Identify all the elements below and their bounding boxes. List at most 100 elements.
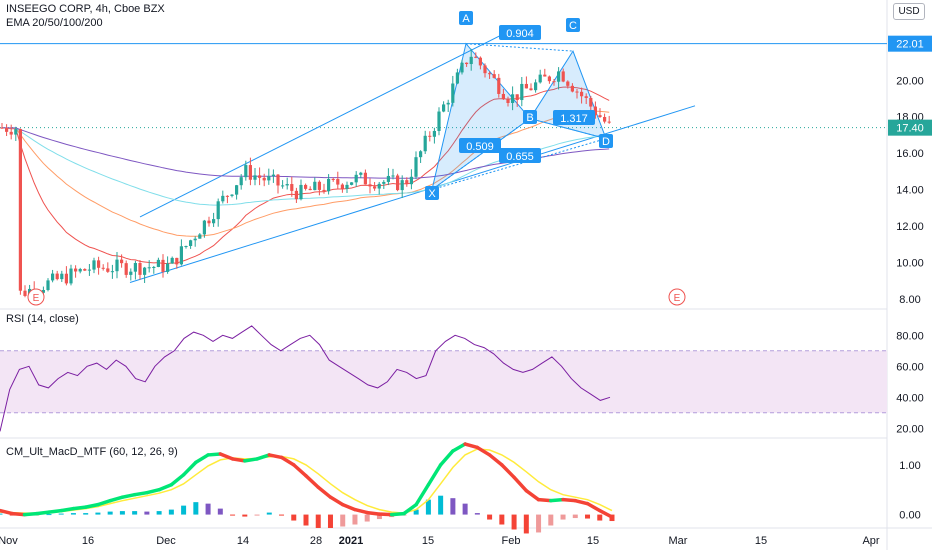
price-tick-label: 10.00 (896, 257, 924, 269)
candle-body (226, 196, 229, 197)
candle-body (129, 272, 132, 275)
macd-histogram-bar (585, 515, 590, 519)
macd-line-segment (122, 495, 134, 497)
candle-body (212, 219, 215, 223)
macd-histogram-bar (71, 513, 76, 514)
candle-body (447, 103, 450, 105)
candle-body (419, 151, 422, 157)
time-tick-label: 14 (237, 535, 249, 547)
macd-histogram-bar (536, 515, 541, 533)
pattern-ratio-label: 0.904 (506, 28, 534, 40)
candle-body (92, 260, 95, 269)
currency-badge[interactable]: USD (893, 3, 925, 20)
candle-body (460, 63, 463, 73)
candle-body (148, 267, 151, 268)
candle-body (368, 184, 371, 186)
macd-tick-label: 1.00 (899, 460, 920, 472)
macd-histogram-bar (438, 496, 443, 515)
macd-histogram-bar (242, 515, 247, 517)
macd-histogram-bar (561, 515, 566, 520)
candle-body (189, 240, 192, 246)
candle-body (313, 182, 316, 190)
macd-line-segment (24, 514, 36, 515)
symbol-title[interactable]: INSEEGO CORP, 4h, Cboe BZX (6, 3, 165, 15)
candle-body (341, 185, 344, 189)
candle-body (511, 94, 514, 103)
candle-body (83, 269, 86, 271)
candle-body (437, 112, 440, 131)
macd-histogram-bar (206, 504, 211, 515)
candle-body (525, 84, 528, 88)
time-tick-label: Apr (862, 535, 879, 547)
candle-body (552, 81, 555, 82)
price-tick-label: 20.00 (896, 75, 924, 87)
candle-body (276, 175, 279, 186)
candle-body (138, 263, 141, 275)
pattern-ratio-label: 0.509 (466, 141, 494, 153)
macd-line-segment (551, 500, 563, 501)
rsi-tick-label: 60.00 (896, 361, 924, 373)
macd-line-segment (135, 493, 147, 495)
macd-histogram-bar (340, 515, 345, 527)
time-tick-label: 15 (422, 535, 434, 547)
rsi-band (0, 351, 887, 413)
macd-histogram-bar (487, 515, 492, 520)
macd-histogram-bar (499, 515, 504, 525)
candle-body (557, 71, 560, 81)
macd-histogram-bar (463, 504, 468, 515)
pattern-ratio-label: 0.655 (506, 151, 534, 163)
candle-body (207, 221, 210, 224)
level-price-label: 22.01 (896, 39, 924, 51)
candle-body (345, 185, 348, 189)
macd-line-segment (73, 507, 85, 508)
candle-body (102, 268, 105, 269)
macd-histogram-bar (365, 515, 370, 522)
candle-body (359, 173, 362, 175)
candle-body (355, 175, 358, 183)
candle-body (180, 246, 183, 264)
candle-body (157, 260, 160, 267)
candle-body (5, 128, 8, 132)
candle-body (272, 175, 275, 176)
macd-histogram-bar (193, 502, 198, 514)
candle-body (240, 177, 243, 185)
candle-body (350, 182, 353, 185)
candle-body (0, 128, 3, 129)
candle-body (428, 136, 431, 137)
candle-body (318, 182, 321, 190)
price-tick-label: 14.00 (896, 185, 924, 197)
candle-body (534, 82, 537, 90)
candle-body (295, 191, 298, 199)
macd-histogram-bar (230, 515, 235, 516)
rsi-title[interactable]: RSI (14, close) (6, 313, 79, 325)
candle-body (562, 71, 565, 81)
macd-title[interactable]: CM_Ult_MacD_MTF (60, 12, 26, 9) (6, 446, 178, 458)
candle-body (585, 96, 588, 98)
macd-histogram-bar (573, 515, 578, 518)
price-tick-label: 16.00 (896, 148, 924, 160)
macd-histogram-bar (95, 513, 100, 515)
candle (396, 174, 399, 191)
candle-body (203, 221, 206, 235)
ema-legend[interactable]: EMA 20/50/100/200 (6, 17, 103, 29)
time-tick-label: 15 (587, 535, 599, 547)
candle-body (152, 267, 155, 268)
candle-body (382, 182, 385, 184)
macd-line-segment (37, 512, 49, 513)
candle-body (451, 84, 454, 103)
candle-body (474, 57, 477, 58)
candle-body (433, 131, 436, 137)
candle-body (244, 165, 247, 177)
candle-body (65, 274, 68, 284)
candle-body (470, 57, 473, 64)
candle-body (502, 94, 505, 99)
macd-line-segment (49, 511, 61, 512)
pattern-point-d-label: D (602, 136, 610, 148)
candle-body (134, 263, 137, 272)
candle-body (51, 274, 54, 281)
macd-histogram-bar (218, 509, 223, 515)
candle-body (364, 173, 367, 185)
candle-body (309, 189, 312, 190)
